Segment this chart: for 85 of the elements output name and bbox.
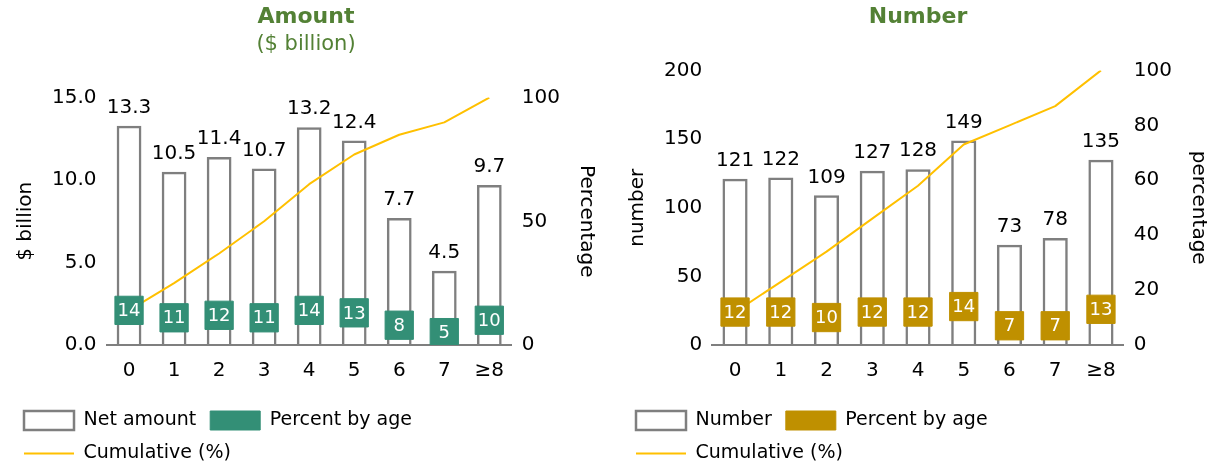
x-tick-label: 7 — [437, 357, 451, 382]
data-label: 127 — [853, 138, 892, 163]
y2-axis-title: percentage — [1187, 150, 1212, 265]
x-tick-label: 6 — [1003, 357, 1016, 382]
data-label: 14 — [117, 299, 141, 321]
data-label: 10 — [477, 308, 501, 330]
data-label: 122 — [761, 145, 800, 170]
data-label: 135 — [1081, 127, 1121, 152]
x-tick-label: 2 — [820, 357, 833, 382]
legend-label: Cumulative (%) — [83, 440, 231, 463]
y-axis-title: number — [624, 167, 649, 247]
chart-subtitle: ($ billion) — [256, 31, 356, 56]
x-tick-label: 6 — [392, 357, 406, 382]
data-label: 109 — [807, 163, 846, 188]
data-label: 12 — [769, 300, 793, 322]
data-label: 4.5 — [428, 238, 461, 263]
x-tick-label: ≥8 — [1086, 357, 1116, 382]
data-label: 12 — [860, 300, 884, 322]
data-label: 14 — [952, 295, 976, 317]
data-label: 7 — [1003, 314, 1016, 336]
data-label: 7.7 — [383, 186, 416, 211]
legend-label: Percent by age — [269, 407, 412, 430]
y2-tick-label: 0 — [1133, 331, 1147, 356]
x-tick-label: 1 — [774, 357, 788, 382]
data-label: 8 — [393, 313, 405, 335]
data-label: 149 — [944, 108, 983, 133]
y-tick-label: 5.0 — [64, 248, 97, 273]
data-label: 10.5 — [151, 140, 197, 165]
y2-tick-label: 80 — [1133, 111, 1160, 136]
data-label: 7 — [1049, 314, 1061, 336]
data-label: 12.4 — [331, 108, 377, 133]
y2-tick-label: 40 — [1133, 221, 1160, 246]
x-tick-label: 3 — [865, 357, 879, 382]
data-label: 13 — [1089, 297, 1113, 319]
x-tick-label: 3 — [257, 357, 271, 382]
legend-label: Number — [695, 407, 773, 430]
chart-title: Amount — [257, 2, 355, 28]
y2-tick-label: 60 — [1133, 166, 1160, 191]
y2-tick-label: 50 — [521, 207, 548, 232]
data-label: 14 — [297, 299, 321, 321]
x-tick-label: 7 — [1048, 357, 1062, 382]
data-label: 5 — [438, 321, 450, 343]
x-tick-label: 4 — [911, 357, 925, 382]
data-label: 128 — [898, 137, 938, 162]
x-tick-label: 5 — [957, 357, 971, 382]
x-tick-label: 4 — [302, 357, 316, 382]
data-label: 12 — [723, 300, 747, 322]
y-tick-label: 0.0 — [64, 331, 97, 356]
data-label: 11.4 — [196, 125, 242, 150]
x-tick-label: 0 — [122, 357, 136, 382]
data-label: 10.7 — [241, 136, 287, 161]
y2-tick-label: 0 — [521, 331, 535, 356]
data-label: 121 — [715, 147, 755, 172]
data-label: 12 — [207, 303, 231, 325]
data-label: 13.3 — [106, 93, 152, 118]
y-tick-label: 200 — [663, 56, 703, 81]
data-label: 12 — [906, 300, 930, 322]
y2-tick-label: 100 — [521, 83, 561, 108]
x-tick-label: 2 — [212, 357, 226, 382]
data-label: 11 — [162, 306, 186, 328]
legend-label: Percent by age — [845, 407, 988, 430]
y-tick-label: 15.0 — [52, 83, 97, 108]
data-label: 10 — [815, 306, 838, 328]
chart-title: Number — [868, 2, 968, 28]
x-tick-label: 5 — [347, 357, 361, 382]
x-tick-label: 1 — [167, 357, 181, 382]
data-label: 78 — [1042, 206, 1068, 231]
y-tick-label: 0 — [689, 331, 703, 356]
y2-axis-title: Percentage — [575, 165, 600, 278]
y2-tick-label: 20 — [1133, 276, 1160, 301]
legend-label: Cumulative (%) — [695, 440, 843, 463]
data-label: 11 — [252, 306, 276, 328]
data-label: 9.7 — [473, 153, 506, 178]
y-tick-label: 150 — [663, 125, 703, 150]
y-tick-label: 100 — [663, 193, 703, 218]
x-tick-label: 0 — [728, 357, 742, 382]
data-label: 13 — [342, 301, 366, 323]
y2-tick-label: 100 — [1133, 56, 1173, 81]
data-label: 13.2 — [286, 95, 332, 120]
y-axis-title: $ billion — [12, 181, 37, 261]
y-tick-label: 50 — [676, 262, 703, 287]
data-label: 73 — [996, 212, 1023, 237]
y-tick-label: 10.0 — [52, 166, 97, 191]
x-tick-label: ≥8 — [474, 357, 505, 382]
legend-label: Net amount — [83, 407, 197, 430]
